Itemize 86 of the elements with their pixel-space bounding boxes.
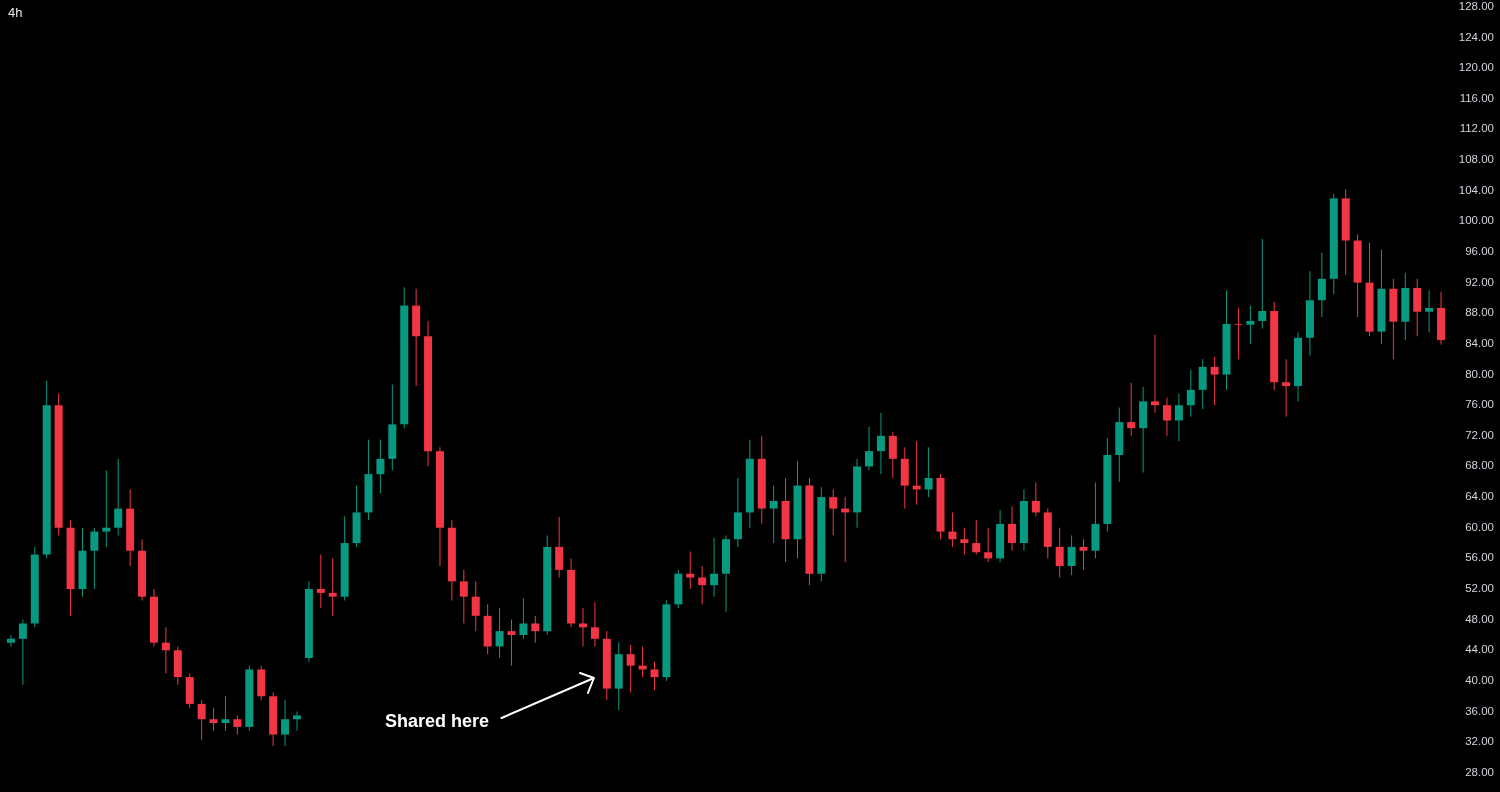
y-tick-label: 28.00 [1465, 765, 1494, 778]
y-tick-label: 80.00 [1465, 367, 1494, 380]
candlestick [221, 695, 230, 732]
candlestick [698, 565, 707, 605]
candlestick [197, 699, 206, 741]
candlestick [114, 458, 123, 536]
candlestick [1174, 393, 1183, 442]
y-tick-label: 68.00 [1465, 459, 1494, 472]
candlestick [292, 711, 301, 732]
candlestick [1246, 305, 1255, 345]
candlestick [316, 554, 325, 609]
candlestick [328, 557, 337, 617]
y-tick-label: 64.00 [1465, 490, 1494, 503]
candlestick [1079, 538, 1088, 571]
candlestick [1210, 356, 1219, 406]
candlestick [18, 619, 27, 686]
y-tick-label: 108.00 [1458, 153, 1494, 166]
candlestick [1186, 369, 1195, 418]
candlestick [90, 527, 99, 590]
candlestick [1234, 307, 1243, 360]
y-tick-label: 92.00 [1465, 275, 1494, 288]
candlestick [769, 485, 778, 544]
y-tick-label: 128.00 [1458, 0, 1494, 12]
candlestick [1258, 238, 1267, 330]
candlestick [960, 527, 969, 556]
candlestick [876, 412, 885, 475]
candlestick [6, 634, 15, 647]
candlestick [972, 519, 981, 556]
y-tick-label: 104.00 [1458, 183, 1494, 196]
candlestick [471, 580, 480, 632]
candlestick [507, 619, 516, 667]
y-tick-label: 48.00 [1465, 612, 1494, 625]
candlestick [555, 516, 564, 579]
y-tick-label: 44.00 [1465, 643, 1494, 656]
y-tick-label: 56.00 [1465, 551, 1494, 564]
candlestick [1198, 358, 1207, 410]
candlestick [650, 661, 659, 691]
candlestick [578, 607, 587, 647]
candlestick [1425, 289, 1434, 333]
candlestick [281, 699, 290, 747]
y-tick-label: 120.00 [1458, 61, 1494, 74]
candlestick [1413, 278, 1422, 337]
candlestick [829, 488, 838, 536]
candlestick [376, 439, 385, 494]
candlestick [1282, 358, 1291, 418]
annotation: Shared here [384, 711, 490, 731]
candlestick [984, 527, 993, 563]
candlestick [1067, 534, 1076, 576]
y-tick-label: 52.00 [1465, 582, 1494, 595]
candlestick [233, 714, 242, 736]
y-tick-label: 32.00 [1465, 735, 1494, 748]
candlestick [924, 446, 933, 498]
y-tick-label: 40.00 [1465, 673, 1494, 686]
candlestick [495, 607, 504, 659]
candlestick [1151, 334, 1160, 414]
y-tick-label: 60.00 [1465, 520, 1494, 533]
candlestick [1162, 397, 1171, 437]
candlestick [626, 644, 635, 693]
candlestick [1317, 252, 1326, 318]
candlestick [888, 431, 897, 479]
candlestick [459, 569, 468, 624]
y-tick-label: 36.00 [1465, 704, 1494, 717]
candlestick [686, 550, 695, 590]
candlestick [1031, 482, 1040, 517]
chart-title: 4h [8, 5, 23, 20]
candlestick [102, 469, 111, 548]
y-tick-label: 100.00 [1458, 214, 1494, 227]
y-tick-label: 124.00 [1458, 30, 1494, 43]
candlestick [865, 426, 874, 471]
candlestick [519, 597, 528, 640]
candlestick [531, 615, 540, 644]
candlestick [710, 537, 719, 598]
candlestick [1055, 527, 1064, 579]
candlestick [1127, 382, 1136, 437]
candlestick [209, 707, 218, 732]
candlestick [948, 511, 957, 548]
candlestick [590, 601, 599, 647]
y-tick-label: 116.00 [1459, 91, 1494, 104]
y-tick-label: 88.00 [1465, 306, 1494, 319]
y-tick-label: 84.00 [1465, 336, 1494, 349]
y-tick-label: 76.00 [1465, 398, 1494, 411]
candlestick [161, 626, 170, 674]
y-tick-label: 72.00 [1465, 428, 1494, 441]
y-tick-label: 112.00 [1459, 122, 1494, 135]
y-tick-label: 96.00 [1465, 245, 1494, 257]
candlestick [1008, 505, 1017, 552]
